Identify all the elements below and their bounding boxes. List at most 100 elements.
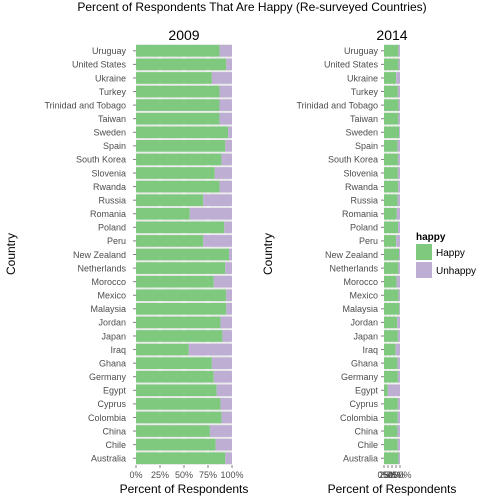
- bar-unhappy-morocco: [396, 275, 400, 288]
- bar-unhappy-south-korea: [221, 153, 232, 166]
- panel-title-2014: 2014: [376, 27, 407, 43]
- bar-happy-rwanda: [136, 180, 220, 193]
- bar-happy-japan: [136, 330, 223, 342]
- bar-unhappy-poland: [224, 221, 232, 234]
- country-label-iraq: Iraq: [110, 345, 126, 355]
- bar-happy-taiwan: [136, 112, 220, 125]
- country-label-ghana: Ghana: [99, 358, 126, 368]
- x-axis-title-2009: Percent of Respondents: [120, 482, 249, 496]
- bar-happy-poland: [136, 221, 225, 234]
- country-label-cyprus: Cyprus: [97, 399, 126, 409]
- x-tick-label-3: 75%: [387, 470, 405, 480]
- bars-2014: [384, 44, 400, 465]
- bar-happy-uruguay: [384, 44, 399, 57]
- bar-unhappy-mexico: [226, 289, 232, 302]
- bar-happy-jordan: [136, 316, 221, 329]
- country-label-mexico: Mexico: [97, 291, 126, 301]
- bar-unhappy-taiwan: [219, 112, 232, 125]
- bar-happy-germany: [384, 370, 398, 383]
- bar-unhappy-new-zealand: [229, 248, 232, 261]
- bar-happy-malaysia: [384, 302, 400, 315]
- bar-unhappy-ghana: [211, 357, 232, 369]
- bar-happy-turkey: [384, 85, 398, 98]
- bar-happy-romania: [136, 207, 190, 220]
- country-label-australia: Australia: [91, 454, 126, 464]
- bar-happy-united-states: [384, 58, 399, 71]
- bar-happy-rwanda: [384, 180, 399, 193]
- bar-unhappy-australia: [398, 452, 400, 465]
- bar-happy-germany: [136, 370, 214, 383]
- bar-unhappy-turkey: [219, 85, 232, 98]
- country-label-russia: Russia: [350, 195, 378, 205]
- bar-unhappy-slovenia: [397, 167, 400, 179]
- country-label-morocco: Morocco: [91, 277, 126, 287]
- bar-happy-sweden: [136, 126, 229, 139]
- x-tick-labels-2014: 0%25%50%75%100%: [377, 465, 412, 480]
- bar-unhappy-netherlands: [398, 262, 400, 274]
- bar-happy-china: [384, 425, 398, 437]
- bar-happy-ukraine: [136, 72, 212, 84]
- x-tick-label-4: 100%: [220, 470, 243, 480]
- country-label-chile: Chile: [105, 440, 126, 450]
- country-label-peru: Peru: [359, 236, 378, 246]
- panel-title-2009: 2009: [168, 27, 199, 43]
- bar-happy-malaysia: [136, 302, 227, 315]
- country-label-united-states: United States: [72, 60, 127, 70]
- bar-happy-mexico: [384, 289, 399, 302]
- bar-happy-cyprus: [384, 398, 398, 410]
- country-tick-labels-2009: Uruguay United States Ukraine Turkey Trinida…: [44, 46, 136, 464]
- chart-title: Percent of Respondents That Are Happy (R…: [77, 0, 426, 14]
- country-label-poland: Poland: [98, 223, 126, 233]
- bar-unhappy-peru: [396, 235, 400, 247]
- bar-happy-egypt: [136, 384, 217, 397]
- bar-unhappy-jordan: [397, 316, 400, 329]
- x-tick-label-0: 0%: [129, 470, 142, 480]
- bar-unhappy-slovenia: [214, 167, 232, 179]
- country-label-malaysia: Malaysia: [90, 304, 126, 314]
- x-axis-title-2014: Percent of Respondents: [328, 482, 457, 496]
- y-axis-title-2014: Country: [261, 233, 275, 275]
- bar-happy-turkey: [136, 85, 220, 98]
- country-label-egypt: Egypt: [355, 386, 379, 396]
- bar-unhappy-iraq: [395, 343, 400, 356]
- country-label-ukraine: Ukraine: [95, 73, 126, 83]
- country-label-china: China: [102, 426, 126, 436]
- bar-unhappy-chile: [215, 438, 232, 451]
- panel-2009: 2009 Uruguay United States Ukraine Turkey Tr…: [4, 27, 248, 496]
- bar-happy-cyprus: [136, 398, 221, 410]
- bar-happy-trinidad-and-tobago: [384, 99, 399, 111]
- bar-unhappy-romania: [396, 207, 400, 220]
- bar-happy-colombia: [136, 411, 222, 424]
- bar-happy-australia: [384, 452, 399, 465]
- bar-unhappy-cyprus: [397, 398, 400, 410]
- bar-happy-peru: [384, 235, 397, 247]
- country-tick-labels-2014: Uruguay United States Ukraine Turkey Trinida…: [296, 46, 384, 464]
- bar-unhappy-south-korea: [398, 153, 400, 166]
- bar-unhappy-colombia: [397, 411, 400, 424]
- bar-happy-ghana: [384, 357, 398, 369]
- country-label-germany: Germany: [89, 372, 127, 382]
- bar-happy-ghana: [136, 357, 212, 369]
- country-label-sweden: Sweden: [93, 128, 126, 138]
- bar-happy-russia: [384, 194, 398, 207]
- country-label-jordan: Jordan: [350, 318, 378, 328]
- country-label-peru: Peru: [107, 236, 126, 246]
- country-label-chile: Chile: [357, 440, 378, 450]
- legend-key-happy: [416, 244, 432, 260]
- bar-happy-chile: [136, 438, 216, 451]
- bar-unhappy-uruguay: [219, 44, 232, 57]
- bar-happy-united-states: [136, 58, 227, 71]
- bar-unhappy-uruguay: [398, 44, 400, 57]
- bar-happy-netherlands: [384, 262, 399, 274]
- country-label-slovenia: Slovenia: [91, 168, 126, 178]
- bar-unhappy-sweden: [228, 126, 232, 139]
- x-tick-label-2: 50%: [175, 470, 193, 480]
- country-label-south-korea: South Korea: [328, 155, 378, 165]
- country-label-cyprus: Cyprus: [349, 399, 378, 409]
- x-tick-label-2: 50%: [383, 470, 401, 480]
- bar-unhappy-trinidad-and-tobago: [398, 99, 400, 111]
- x-tick-label-4: 100%: [388, 470, 411, 480]
- legend-label-unhappy: Unhappy: [436, 266, 476, 277]
- bar-unhappy-trinidad-and-tobago: [219, 99, 232, 111]
- country-label-trinidad-and-tobago: Trinidad and Tobago: [44, 100, 126, 110]
